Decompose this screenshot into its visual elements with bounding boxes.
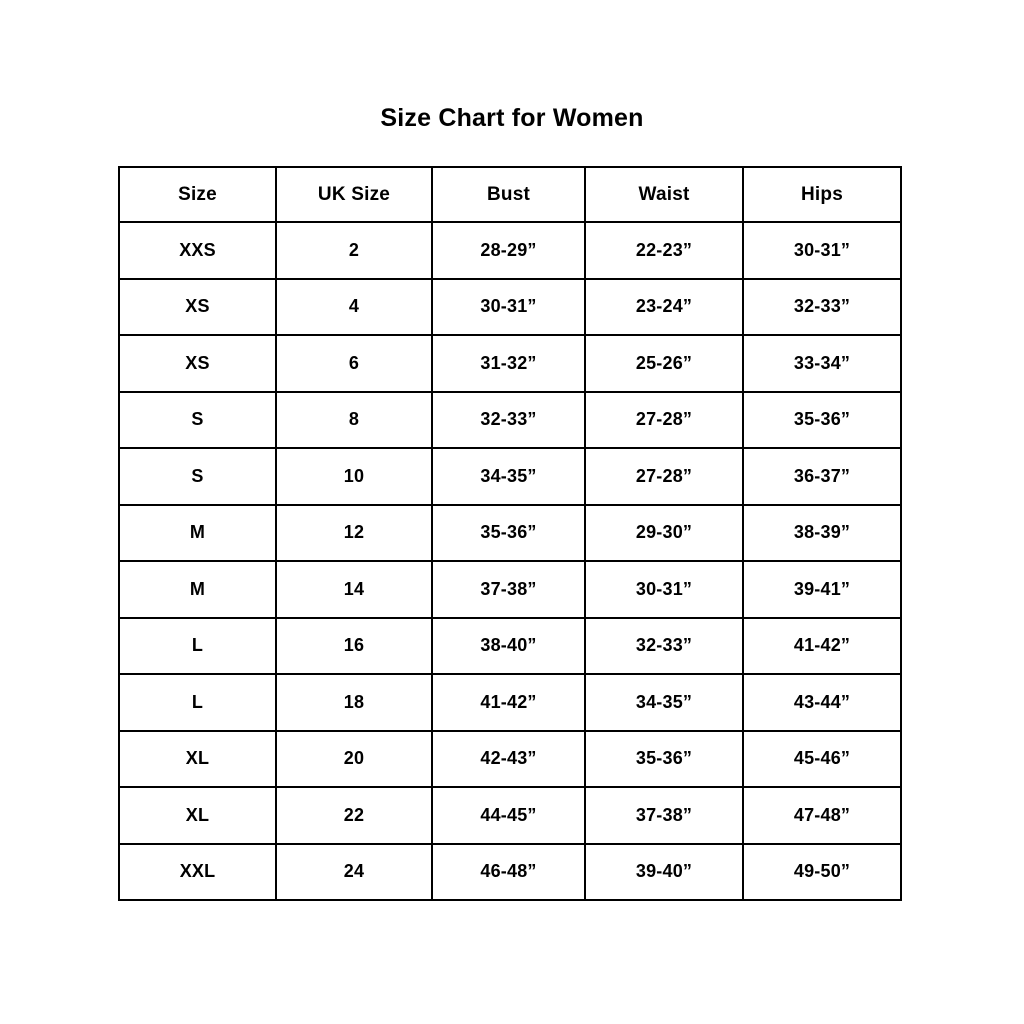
cell-bust: 38-40” xyxy=(431,616,586,675)
cell-uk-size: 10 xyxy=(275,447,433,506)
cell-bust: 28-29” xyxy=(431,221,586,280)
table-row: M 12 35-36” 29-30” 38-39” xyxy=(118,503,902,562)
cell-waist: 22-23” xyxy=(584,221,744,280)
cell-waist: 35-36” xyxy=(584,729,744,788)
cell-uk-size: 4 xyxy=(275,277,433,336)
cell-hips: 36-37” xyxy=(742,447,902,506)
cell-hips: 43-44” xyxy=(742,673,902,732)
table-row: XXL 24 46-48” 39-40” 49-50” xyxy=(118,842,902,901)
cell-bust: 30-31” xyxy=(431,277,586,336)
table-row: S 8 32-33” 27-28” 35-36” xyxy=(118,390,902,449)
column-header-size: Size xyxy=(118,166,277,223)
table-row: XS 4 30-31” 23-24” 32-33” xyxy=(118,277,902,336)
cell-waist: 25-26” xyxy=(584,334,744,393)
table-row: S 10 34-35” 27-28” 36-37” xyxy=(118,447,902,506)
cell-size: XL xyxy=(118,786,277,845)
table-row: L 18 41-42” 34-35” 43-44” xyxy=(118,673,902,732)
cell-hips: 41-42” xyxy=(742,616,902,675)
table-row: L 16 38-40” 32-33” 41-42” xyxy=(118,616,902,675)
cell-hips: 47-48” xyxy=(742,786,902,845)
cell-size: XXS xyxy=(118,221,277,280)
cell-hips: 38-39” xyxy=(742,503,902,562)
cell-size: M xyxy=(118,503,277,562)
cell-bust: 31-32” xyxy=(431,334,586,393)
cell-uk-size: 24 xyxy=(275,842,433,901)
cell-waist: 27-28” xyxy=(584,447,744,506)
table-header: Size UK Size Bust Waist Hips xyxy=(118,166,902,223)
cell-size: XXL xyxy=(118,842,277,901)
cell-hips: 39-41” xyxy=(742,560,902,619)
cell-size: M xyxy=(118,560,277,619)
cell-bust: 44-45” xyxy=(431,786,586,845)
cell-size: L xyxy=(118,616,277,675)
cell-uk-size: 22 xyxy=(275,786,433,845)
cell-size: XS xyxy=(118,334,277,393)
column-header-uk-size: UK Size xyxy=(275,166,433,223)
cell-waist: 23-24” xyxy=(584,277,744,336)
column-header-bust: Bust xyxy=(431,166,586,223)
table-header-row: Size UK Size Bust Waist Hips xyxy=(118,166,902,223)
cell-hips: 45-46” xyxy=(742,729,902,788)
page-title: Size Chart for Women xyxy=(380,104,644,132)
cell-waist: 32-33” xyxy=(584,616,744,675)
cell-uk-size: 8 xyxy=(275,390,433,449)
cell-bust: 32-33” xyxy=(431,390,586,449)
column-header-hips: Hips xyxy=(742,166,902,223)
cell-size: S xyxy=(118,447,277,506)
cell-uk-size: 6 xyxy=(275,334,433,393)
cell-waist: 34-35” xyxy=(584,673,744,732)
cell-bust: 42-43” xyxy=(431,729,586,788)
cell-bust: 35-36” xyxy=(431,503,586,562)
cell-hips: 30-31” xyxy=(742,221,902,280)
cell-size: XS xyxy=(118,277,277,336)
cell-uk-size: 20 xyxy=(275,729,433,788)
cell-uk-size: 16 xyxy=(275,616,433,675)
cell-size: XL xyxy=(118,729,277,788)
table-row: XXS 2 28-29” 22-23” 30-31” xyxy=(118,221,902,280)
cell-size: S xyxy=(118,390,277,449)
cell-bust: 37-38” xyxy=(431,560,586,619)
cell-hips: 35-36” xyxy=(742,390,902,449)
cell-waist: 27-28” xyxy=(584,390,744,449)
cell-waist: 30-31” xyxy=(584,560,744,619)
cell-hips: 32-33” xyxy=(742,277,902,336)
cell-waist: 29-30” xyxy=(584,503,744,562)
cell-size: L xyxy=(118,673,277,732)
cell-waist: 37-38” xyxy=(584,786,744,845)
table-row: M 14 37-38” 30-31” 39-41” xyxy=(118,560,902,619)
cell-waist: 39-40” xyxy=(584,842,744,901)
table-body: XXS 2 28-29” 22-23” 30-31” XS 4 30-31” 2… xyxy=(118,221,902,901)
cell-bust: 46-48” xyxy=(431,842,586,901)
cell-uk-size: 18 xyxy=(275,673,433,732)
table-row: XL 20 42-43” 35-36” 45-46” xyxy=(118,729,902,788)
cell-uk-size: 14 xyxy=(275,560,433,619)
cell-uk-size: 2 xyxy=(275,221,433,280)
table-row: XS 6 31-32” 25-26” 33-34” xyxy=(118,334,902,393)
table-row: XL 22 44-45” 37-38” 47-48” xyxy=(118,786,902,845)
cell-hips: 33-34” xyxy=(742,334,902,393)
cell-hips: 49-50” xyxy=(742,842,902,901)
cell-uk-size: 12 xyxy=(275,503,433,562)
cell-bust: 34-35” xyxy=(431,447,586,506)
size-chart-table: Size UK Size Bust Waist Hips XXS 2 28-29… xyxy=(118,166,902,901)
column-header-waist: Waist xyxy=(584,166,744,223)
cell-bust: 41-42” xyxy=(431,673,586,732)
